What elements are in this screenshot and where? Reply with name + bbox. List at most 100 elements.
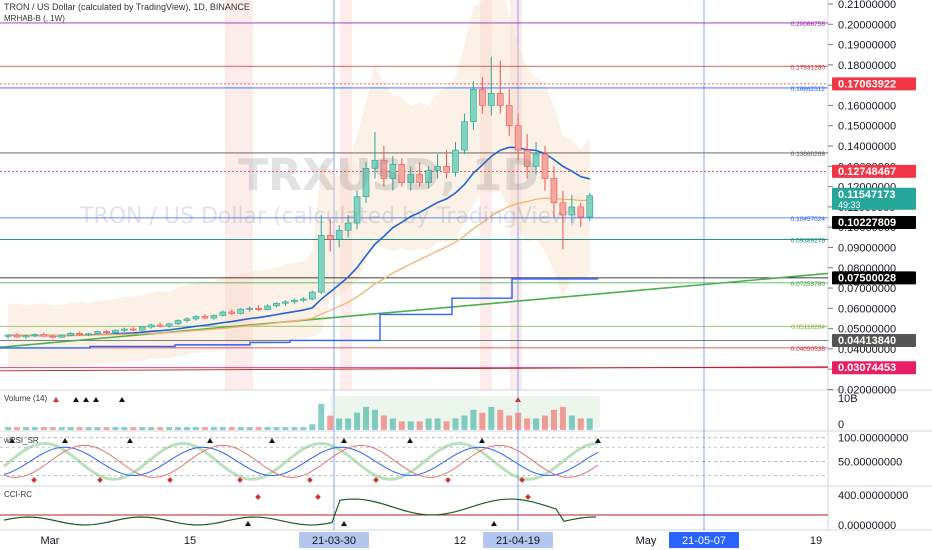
price-tag-label: 0.11547173	[838, 189, 896, 201]
price-tag	[832, 334, 916, 348]
step-line	[0, 278, 598, 349]
highlight-band	[510, 0, 522, 390]
candle-body	[496, 92, 504, 106]
volume-panel-title: Volume (14)	[4, 394, 48, 403]
time-tick-label: 21-05-07	[682, 535, 726, 547]
candle-body	[371, 159, 379, 169]
price-tick-label: 0.15000000	[838, 121, 896, 133]
level-label: 0.20066756	[791, 21, 826, 28]
volume-signal-marker	[83, 397, 89, 402]
candle-body	[425, 170, 432, 183]
trend-line	[0, 272, 829, 349]
candle-body	[201, 316, 209, 319]
volume-bar	[443, 421, 450, 430]
wrsi-sell-marker	[307, 477, 313, 483]
candle-body	[308, 291, 316, 300]
candle-body	[147, 324, 155, 328]
price-tag	[832, 271, 916, 285]
wrsi-sell-marker	[31, 477, 37, 483]
volume-bar	[112, 427, 119, 430]
volume-signal-marker	[93, 397, 99, 402]
candle-body	[237, 308, 244, 314]
volume-signal-marker	[73, 397, 79, 402]
price-tag-label: 0.12748467	[838, 166, 896, 178]
volume-bar	[371, 409, 378, 430]
time-axis-highlight	[669, 532, 739, 548]
volume-bar	[40, 427, 47, 430]
volume-bar	[363, 406, 369, 430]
level-label: 0.10457024	[791, 216, 826, 223]
candle-body	[514, 125, 522, 151]
volume-bar	[533, 418, 540, 430]
cci-tick-label: 400.00000000	[838, 490, 908, 502]
candle-body	[398, 163, 406, 183]
volume-bar	[327, 415, 334, 430]
price-tick-label: 0.07000000	[838, 283, 896, 295]
wrsi-buy-marker	[62, 438, 68, 443]
candle-body	[326, 235, 334, 240]
wrsi-slow-line	[3, 444, 599, 478]
volume-signal-marker	[53, 397, 59, 402]
time-tick-label: 19	[810, 535, 822, 547]
volume-bar	[479, 412, 486, 430]
price-tick-label: 0.21000000	[838, 0, 896, 11]
volume-bar	[166, 427, 173, 430]
candle-body	[291, 299, 298, 303]
cci-buy-marker	[491, 521, 497, 526]
candle-body	[362, 168, 370, 198]
volume-bar	[22, 427, 29, 430]
volume-bar	[121, 427, 128, 430]
candle-body	[76, 332, 83, 336]
wrsi-panel-title: wRSI_SR	[4, 436, 39, 445]
candle-body	[550, 178, 558, 204]
wrsi-sell-marker	[445, 477, 451, 483]
volume-bar	[246, 427, 253, 430]
candle-body	[138, 326, 146, 331]
price-tick-label: 0.06000000	[838, 303, 896, 315]
volume-bar	[398, 421, 405, 430]
candle-body	[264, 305, 271, 310]
volume-bar	[425, 418, 432, 430]
wrsi-sell-marker	[519, 477, 525, 483]
wrsi-sell-marker	[167, 477, 173, 483]
wrsi-buy-marker	[9, 438, 15, 443]
price-tag	[832, 77, 916, 91]
candle-body	[165, 323, 173, 327]
price-tag	[832, 361, 916, 375]
candle-body	[40, 334, 48, 337]
candle-body	[31, 334, 39, 337]
candle-body	[255, 308, 262, 310]
candle-body	[183, 318, 191, 321]
price-tag	[832, 187, 916, 210]
price-tick-label: 0.19000000	[838, 40, 896, 52]
price-envelope	[8, 0, 590, 367]
price-tag-countdown: 49:33	[838, 200, 861, 210]
wrsi-signal-line	[3, 446, 599, 477]
wrsi-buy-marker	[479, 438, 485, 443]
volume-bar	[31, 427, 38, 430]
candle-body	[174, 320, 182, 325]
volume-bar	[103, 427, 110, 430]
candle-body	[541, 153, 549, 179]
candle-body	[577, 206, 585, 218]
candle-body	[523, 149, 531, 167]
volume-bar	[5, 427, 11, 430]
level-label: 0.17931260	[791, 64, 826, 71]
price-tick-label: 0.16000000	[838, 100, 896, 112]
candle-body	[219, 311, 227, 316]
time-tick-label: May	[636, 535, 657, 547]
time-tick-label: 21-04-19	[496, 535, 540, 547]
cci-sell-marker	[525, 494, 531, 500]
candle-body	[568, 206, 576, 216]
candle-body	[487, 92, 495, 106]
volume-bar	[416, 421, 423, 430]
level-label: 0.09389276	[791, 238, 826, 245]
volume-bar	[336, 418, 343, 430]
wrsi-tick-label: 100.00000000	[838, 433, 908, 445]
time-tick-label: 15	[184, 535, 196, 547]
volume-bar	[273, 427, 280, 430]
candle-body	[67, 332, 74, 336]
price-tick-label: 0.05000000	[838, 324, 896, 336]
